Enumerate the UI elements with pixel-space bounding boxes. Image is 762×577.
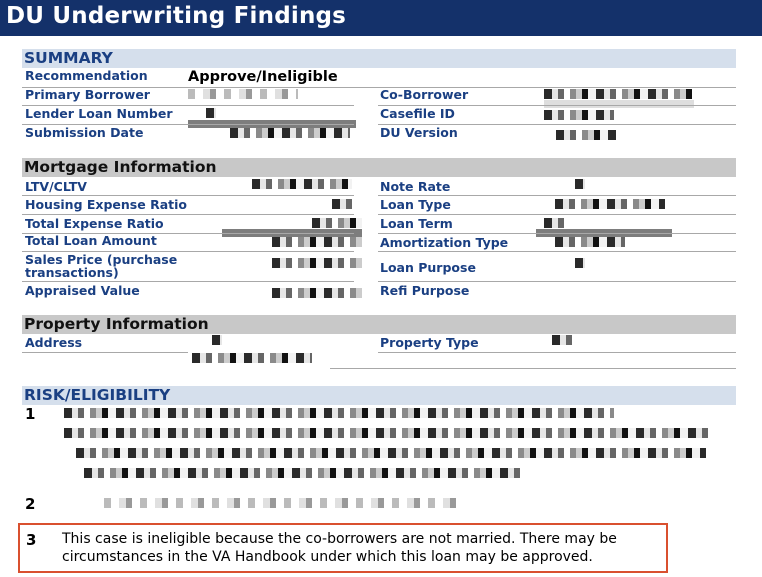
total-ratio-redacted <box>312 218 362 228</box>
redaction-bar <box>544 100 694 108</box>
du-version-label: DU Version <box>380 125 458 140</box>
risk-item-number: 2 <box>25 495 36 513</box>
co-borrower-label: Co-Borrower <box>380 87 469 102</box>
divider <box>378 195 736 196</box>
lender-loan-number-label: Lender Loan Number <box>25 106 173 121</box>
property-type-label: Property Type <box>380 335 479 350</box>
casefile-id-label: Casefile ID <box>380 106 455 121</box>
divider <box>378 233 736 234</box>
risk-item-text: This case is ineligible because the co-b… <box>62 531 617 565</box>
divider <box>378 214 736 215</box>
submission-date-redacted <box>230 128 350 138</box>
refi-purpose-label: Refi Purpose <box>380 283 470 298</box>
page-header: DU Underwriting Findings <box>0 0 762 36</box>
divider <box>22 87 736 88</box>
divider <box>22 352 188 353</box>
amortization-redacted <box>555 237 625 247</box>
loan-purpose-redacted <box>575 258 585 268</box>
divider <box>378 281 736 282</box>
mortgage-section-header: Mortgage Information <box>22 158 736 177</box>
co-borrower-value-redacted <box>544 89 692 99</box>
loan-type-label: Loan Type <box>380 197 451 212</box>
note-rate-label: Note Rate <box>380 179 451 194</box>
ltv-value-redacted <box>252 179 352 189</box>
total-loan-redacted <box>272 237 362 247</box>
housing-ratio-label: Housing Expense Ratio <box>25 197 187 212</box>
primary-borrower-label: Primary Borrower <box>25 87 150 102</box>
divider <box>22 124 354 125</box>
page-title: DU Underwriting Findings <box>6 3 347 29</box>
sales-price-label: Sales Price (purchase transactions) <box>25 252 178 280</box>
divider <box>378 251 736 252</box>
amortization-label: Amortization Type <box>380 235 509 250</box>
risk-item-1-line-3-redacted <box>76 448 706 458</box>
sales-price-redacted <box>272 258 362 268</box>
recommendation-label: Recommendation <box>25 68 148 83</box>
highlighted-finding-callout: 3 This case is ineligible because the co… <box>18 523 668 573</box>
risk-item-2-redacted <box>104 498 464 508</box>
risk-item-1-line-4-redacted <box>84 468 524 478</box>
du-version-redacted <box>556 130 616 140</box>
risk-item-1-line-2-redacted <box>64 428 714 438</box>
risk-item-number: 1 <box>25 405 36 423</box>
ltv-label: LTV/CLTV <box>25 179 87 194</box>
casefile-id-redacted <box>544 110 614 120</box>
summary-section-header: SUMMARY <box>22 49 736 68</box>
risk-item-number: 3 <box>26 531 37 549</box>
address-label: Address <box>25 335 83 350</box>
divider <box>378 124 736 125</box>
appraised-redacted <box>272 288 362 298</box>
divider <box>22 233 354 234</box>
property-type-redacted <box>552 335 574 345</box>
divider <box>330 368 736 369</box>
address-line1-redacted <box>212 335 222 345</box>
divider <box>22 195 354 196</box>
loan-term-redacted <box>544 218 570 228</box>
risk-section-header: RISK/ELIGIBILITY <box>22 386 736 405</box>
recommendation-value: Approve/Ineligible <box>188 69 338 85</box>
total-ratio-label: Total Expense Ratio <box>25 216 164 231</box>
lender-loan-number-redacted <box>206 108 216 118</box>
loan-purpose-label: Loan Purpose <box>380 260 476 275</box>
address-line2-redacted <box>192 353 312 363</box>
property-section-header: Property Information <box>22 315 736 334</box>
divider <box>378 105 736 106</box>
housing-ratio-redacted <box>332 199 352 209</box>
divider <box>22 251 354 252</box>
primary-borrower-value-redacted <box>188 89 298 99</box>
divider <box>22 214 354 215</box>
submission-date-label: Submission Date <box>25 125 144 140</box>
total-loan-label: Total Loan Amount <box>25 233 157 248</box>
loan-type-redacted <box>555 199 665 209</box>
divider <box>22 281 354 282</box>
loan-term-label: Loan Term <box>380 216 453 231</box>
divider <box>22 105 354 106</box>
note-rate-redacted <box>575 179 585 189</box>
divider <box>378 352 736 353</box>
risk-item-1-line-1-redacted <box>64 408 614 418</box>
appraised-label: Appraised Value <box>25 283 140 298</box>
